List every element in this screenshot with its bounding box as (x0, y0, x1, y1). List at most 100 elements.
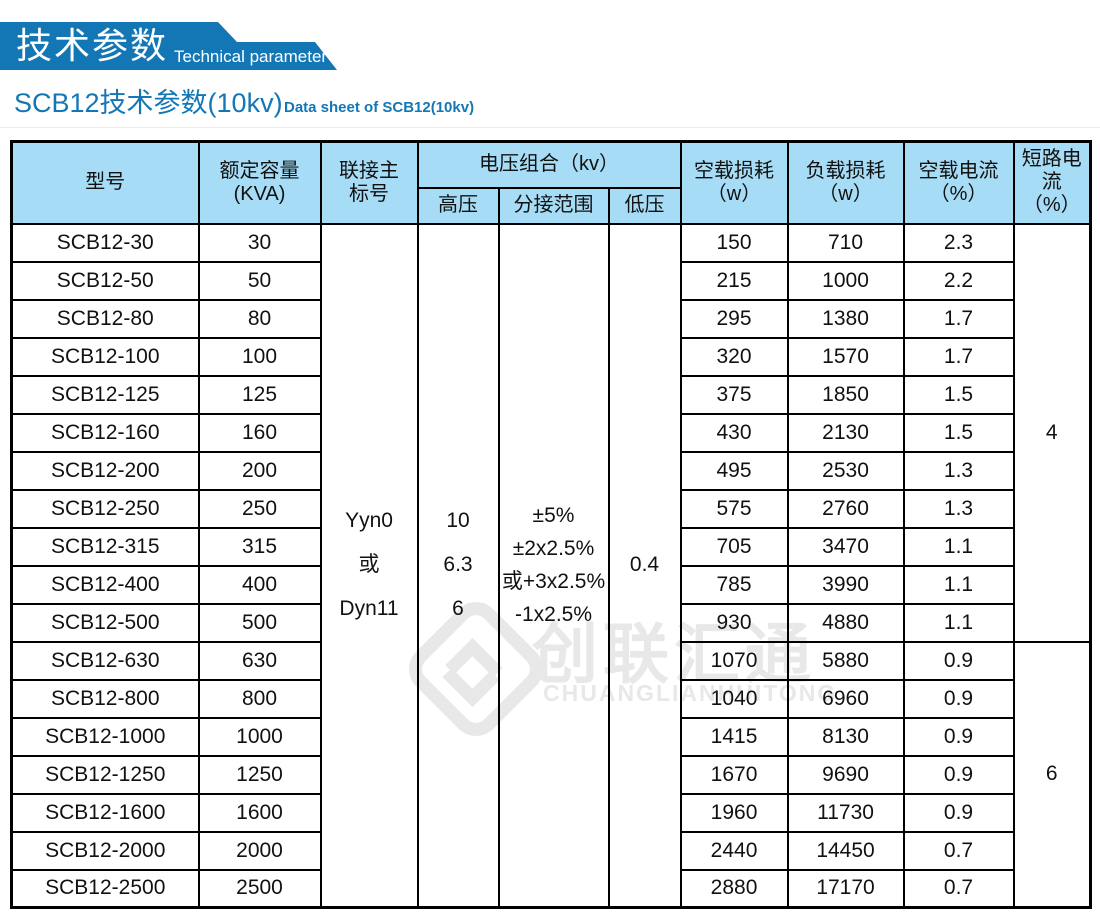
table-row: SCB12-80 80 295 1380 1.7 (10, 298, 1091, 339)
model-cell: SCB12-125 (10, 374, 200, 415)
table-row: SCB12-2000 2000 2440 14450 0.7 (10, 830, 1091, 871)
header-voltage-combo: 电压组合（kv） (416, 140, 682, 189)
capacity-cell: 1250 (197, 754, 322, 795)
no-load-loss-cell: 375 (679, 374, 789, 415)
load-loss-cell: 1570 (786, 336, 905, 377)
capacity-cell: 80 (197, 298, 322, 339)
model-cell: SCB12-1600 (10, 792, 200, 833)
connection-line1: Yyn0 (345, 509, 393, 533)
header-load-loss: 负载损耗 （w） (786, 140, 905, 225)
page-title-en: Data sheet of SCB12(10kv) (284, 99, 475, 116)
load-loss-cell: 11730 (786, 792, 905, 833)
no-load-loss-cell: 215 (679, 260, 789, 301)
model-cell: SCB12-1000 (10, 716, 200, 757)
tap-line4: -1x2.5% (514, 603, 593, 627)
no-load-loss-cell: 930 (679, 602, 789, 643)
no-load-loss-cell: 785 (679, 564, 789, 605)
capacity-cell: 630 (197, 640, 322, 681)
header-load-loss-line2: （w） (818, 182, 873, 205)
table-row: SCB12-125 125 375 1850 1.5 (10, 374, 1091, 415)
header-hv: 高压 (416, 186, 500, 225)
header-short-circuit-line1: 短路电流 (1021, 148, 1082, 194)
load-loss-cell: 1850 (786, 374, 905, 415)
no-load-loss-cell: 495 (679, 450, 789, 491)
no-load-loss-cell: 295 (679, 298, 789, 339)
model-cell: SCB12-800 (10, 678, 200, 719)
header-no-load-loss-line1: 空载损耗 (694, 159, 775, 182)
load-loss-cell: 1380 (786, 298, 905, 339)
hv-line1: 10 (446, 509, 470, 533)
header-connection: 联接主 标号 (319, 140, 419, 225)
model-cell: SCB12-400 (10, 564, 200, 605)
no-load-current-cell: 0.7 (902, 830, 1015, 871)
no-load-current-cell: 0.7 (902, 868, 1015, 909)
capacity-cell: 500 (197, 602, 322, 643)
no-load-current-cell: 1.3 (902, 450, 1015, 491)
no-load-current-cell: 1.7 (902, 298, 1015, 339)
no-load-current-cell: 1.7 (902, 336, 1015, 377)
header-capacity-line1: 额定容量 (219, 159, 300, 182)
spec-table: 型号 额定容量 (KVA) 联接主 标号 电压组合（kv） 空载损耗 （w） 负… (10, 140, 1093, 909)
header-capacity-line2: (KVA) (233, 182, 286, 205)
header-connection-line2: 标号 (349, 182, 389, 205)
no-load-current-cell: 0.9 (902, 792, 1015, 833)
table-row: SCB12-200 200 495 2530 1.3 (10, 450, 1091, 491)
capacity-cell: 125 (197, 374, 322, 415)
table-row: SCB12-30 30 Yyn0 或 Dyn11 10 6.3 6 ±5% ±2… (10, 222, 1092, 909)
no-load-loss-cell: 1070 (679, 640, 789, 681)
header-no-load-loss: 空载损耗 （w） (679, 140, 789, 225)
capacity-cell: 800 (197, 678, 322, 719)
header-connection-line1: 联接主 (339, 159, 399, 182)
load-loss-cell: 2130 (786, 412, 905, 453)
table-row: SCB12-1000 1000 1415 8130 0.9 (10, 716, 1091, 757)
no-load-current-cell: 1.1 (902, 564, 1015, 605)
table-row: SCB12-1250 1250 1670 9690 0.9 (10, 754, 1091, 795)
model-cell: SCB12-160 (10, 412, 200, 453)
no-load-loss-cell: 1415 (679, 716, 789, 757)
header-no-load-loss-line2: （w） (706, 182, 762, 205)
no-load-loss-cell: 430 (679, 412, 789, 453)
model-cell: SCB12-30 (10, 222, 200, 263)
table-row: SCB12-250 250 575 2760 1.3 (10, 488, 1091, 529)
no-load-loss-cell: 320 (679, 336, 789, 377)
load-loss-cell: 9690 (786, 754, 905, 795)
load-loss-cell: 2760 (786, 488, 905, 529)
no-load-current-cell: 1.5 (902, 412, 1015, 453)
model-cell: SCB12-50 (10, 260, 200, 301)
model-cell: SCB12-1250 (10, 754, 200, 795)
connection-line2: 或 (358, 553, 380, 577)
model-cell: SCB12-200 (10, 450, 200, 491)
connection-line3: Dyn11 (339, 597, 399, 621)
hv-merged-cell: 10 6.3 6 (416, 222, 500, 909)
header-model: 型号 (10, 140, 200, 225)
capacity-cell: 2000 (197, 830, 322, 871)
table-row: SCB12-800 800 1040 6960 0.9 (10, 678, 1091, 719)
table-row: SCB12-315 315 705 3470 1.1 (10, 526, 1091, 567)
capacity-cell: 250 (197, 488, 322, 529)
load-loss-cell: 8130 (786, 716, 905, 757)
capacity-cell: 2500 (197, 868, 322, 909)
header-tap-range: 分接范围 (497, 186, 610, 225)
hv-line3: 6 (452, 597, 464, 621)
connection-merged-cell: Yyn0 或 Dyn11 (319, 222, 419, 909)
header-capacity: 额定容量 (KVA) (197, 140, 322, 225)
model-cell: SCB12-315 (10, 526, 200, 567)
capacity-cell: 400 (197, 564, 322, 605)
hv-line2: 6.3 (443, 553, 473, 577)
model-cell: SCB12-2000 (10, 830, 200, 871)
capacity-cell: 200 (197, 450, 322, 491)
load-loss-cell: 3470 (786, 526, 905, 567)
model-cell: SCB12-100 (10, 336, 200, 377)
model-cell: SCB12-2500 (10, 868, 200, 909)
tap-range-merged-cell: ±5% ±2x2.5% 或+3x2.5% -1x2.5% (497, 222, 610, 909)
no-load-loss-cell: 1960 (679, 792, 789, 833)
capacity-cell: 100 (197, 336, 322, 377)
page-title: SCB12技术参数(10kv) (14, 88, 283, 118)
model-cell: SCB12-500 (10, 602, 200, 643)
banner-title: 技术参数 (16, 25, 169, 66)
capacity-cell: 315 (197, 526, 322, 567)
table-row: SCB12-1600 1600 1960 11730 0.9 (10, 792, 1091, 833)
short-circuit-merged-cell-2: 6 (1012, 640, 1092, 909)
capacity-cell: 1600 (197, 792, 322, 833)
no-load-current-cell: 1.1 (902, 526, 1015, 567)
